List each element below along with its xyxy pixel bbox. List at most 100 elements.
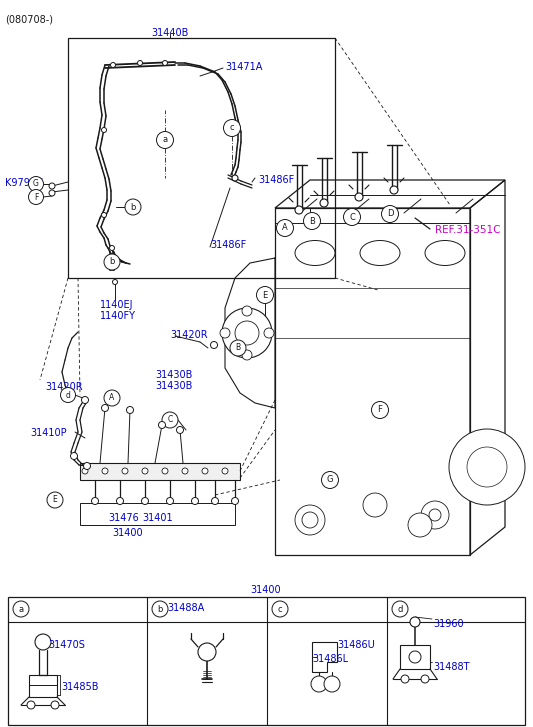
Circle shape <box>51 701 59 709</box>
Circle shape <box>163 60 167 65</box>
Text: 31400: 31400 <box>251 585 281 595</box>
Text: A: A <box>109 393 115 403</box>
Circle shape <box>92 497 99 505</box>
Circle shape <box>138 60 142 65</box>
Circle shape <box>142 468 148 474</box>
Text: 31471A: 31471A <box>225 62 262 72</box>
Text: 1140FY: 1140FY <box>100 311 136 321</box>
Circle shape <box>320 199 328 207</box>
Circle shape <box>122 468 128 474</box>
Text: 31440B: 31440B <box>151 28 189 38</box>
Text: G: G <box>327 475 333 484</box>
Circle shape <box>191 497 198 505</box>
Text: B: B <box>236 343 240 353</box>
Circle shape <box>125 199 141 215</box>
Text: 31486F: 31486F <box>258 175 294 185</box>
Circle shape <box>27 701 35 709</box>
Text: C: C <box>167 416 173 425</box>
Circle shape <box>264 328 274 338</box>
Circle shape <box>401 675 409 683</box>
Ellipse shape <box>360 241 400 265</box>
Ellipse shape <box>295 241 335 265</box>
Text: E: E <box>53 496 58 505</box>
Circle shape <box>295 505 325 535</box>
Circle shape <box>211 342 217 348</box>
Text: c: c <box>278 604 282 614</box>
Circle shape <box>321 472 338 489</box>
Circle shape <box>47 492 63 508</box>
Circle shape <box>28 177 44 191</box>
Text: 31486L: 31486L <box>312 654 348 664</box>
Circle shape <box>49 183 55 189</box>
Text: A: A <box>282 223 288 233</box>
Circle shape <box>220 328 230 338</box>
Circle shape <box>82 468 88 474</box>
Circle shape <box>390 186 398 194</box>
Circle shape <box>272 601 288 617</box>
Circle shape <box>311 676 327 692</box>
Text: 31420R: 31420R <box>45 382 83 392</box>
Circle shape <box>162 412 178 428</box>
Text: 31476: 31476 <box>108 513 139 523</box>
Text: b: b <box>130 203 136 212</box>
Circle shape <box>223 119 240 137</box>
Circle shape <box>302 512 318 528</box>
Polygon shape <box>80 463 240 480</box>
Text: K979GF: K979GF <box>5 178 43 188</box>
Circle shape <box>421 675 429 683</box>
Circle shape <box>392 601 408 617</box>
Circle shape <box>277 220 294 236</box>
Circle shape <box>110 63 116 68</box>
Text: B: B <box>309 217 315 225</box>
Circle shape <box>162 468 168 474</box>
Ellipse shape <box>425 241 465 265</box>
Circle shape <box>222 468 228 474</box>
Circle shape <box>232 175 238 181</box>
Bar <box>400 645 430 669</box>
Circle shape <box>82 396 88 403</box>
Circle shape <box>117 497 124 505</box>
Circle shape <box>231 497 238 505</box>
Circle shape <box>166 497 174 505</box>
Bar <box>8 597 525 725</box>
Bar <box>68 38 335 278</box>
Circle shape <box>410 617 420 627</box>
Circle shape <box>324 676 340 692</box>
Circle shape <box>28 190 44 204</box>
Text: 31488T: 31488T <box>433 662 470 672</box>
Text: F: F <box>377 406 383 414</box>
Circle shape <box>112 279 117 284</box>
Circle shape <box>235 321 259 345</box>
Circle shape <box>182 468 188 474</box>
Circle shape <box>176 427 183 433</box>
Circle shape <box>157 132 174 148</box>
Text: b: b <box>109 257 115 267</box>
Circle shape <box>35 634 51 650</box>
Text: D: D <box>387 209 393 219</box>
Text: 31488A: 31488A <box>167 603 204 613</box>
Circle shape <box>49 190 55 196</box>
Text: C: C <box>349 212 355 222</box>
Text: 31486F: 31486F <box>210 240 246 250</box>
Circle shape <box>222 308 272 358</box>
Text: F: F <box>34 193 38 201</box>
Text: 31960: 31960 <box>433 619 464 629</box>
Circle shape <box>101 212 107 217</box>
Circle shape <box>295 206 303 214</box>
Circle shape <box>372 401 389 419</box>
Text: 31410P: 31410P <box>30 428 67 438</box>
Circle shape <box>104 390 120 406</box>
Text: 31430B: 31430B <box>155 370 192 380</box>
Circle shape <box>409 651 421 663</box>
Text: a: a <box>19 604 23 614</box>
Circle shape <box>230 340 246 356</box>
Text: 31430B: 31430B <box>155 381 192 391</box>
Text: 1140EJ: 1140EJ <box>100 300 133 310</box>
Circle shape <box>104 254 120 270</box>
Text: d: d <box>397 604 403 614</box>
Text: a: a <box>163 135 167 145</box>
Circle shape <box>202 468 208 474</box>
Text: 31485B: 31485B <box>61 682 99 692</box>
Circle shape <box>421 501 449 529</box>
Circle shape <box>382 206 399 222</box>
